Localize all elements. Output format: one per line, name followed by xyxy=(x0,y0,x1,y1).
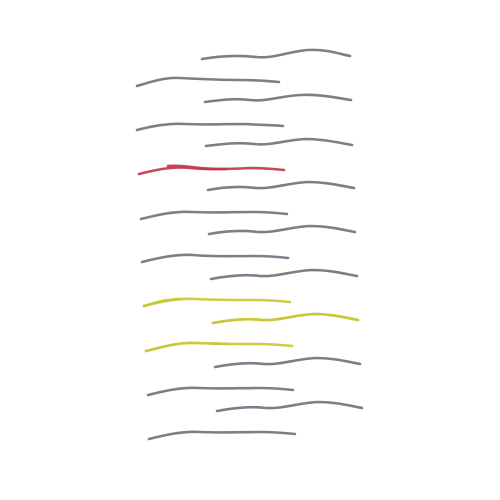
wavy-stroke-1 xyxy=(200,48,352,61)
wavy-stroke-9 xyxy=(207,224,357,236)
stroke-accent-3 xyxy=(211,312,360,325)
wavy-stroke-18 xyxy=(147,430,297,441)
wavy-stroke-7 xyxy=(206,180,356,192)
wavy-stroke-5 xyxy=(204,137,354,148)
wavy-stroke-3 xyxy=(203,93,353,104)
wavy-stroke-2 xyxy=(135,76,281,88)
wavy-stroke-10 xyxy=(140,253,290,264)
wavy-stroke-11 xyxy=(209,268,359,281)
wavy-stroke-17 xyxy=(215,400,364,413)
wavy-stroke-15 xyxy=(213,356,362,369)
stroke-accent-1 xyxy=(166,164,228,171)
wavy-stroke-8 xyxy=(139,210,289,221)
stroke-accent-2 xyxy=(142,297,182,308)
wavy-stroke-16 xyxy=(146,386,295,397)
stroke-accent-4 xyxy=(144,341,230,353)
wavy-stroke-4 xyxy=(135,122,285,132)
stroke-layer xyxy=(135,48,364,441)
